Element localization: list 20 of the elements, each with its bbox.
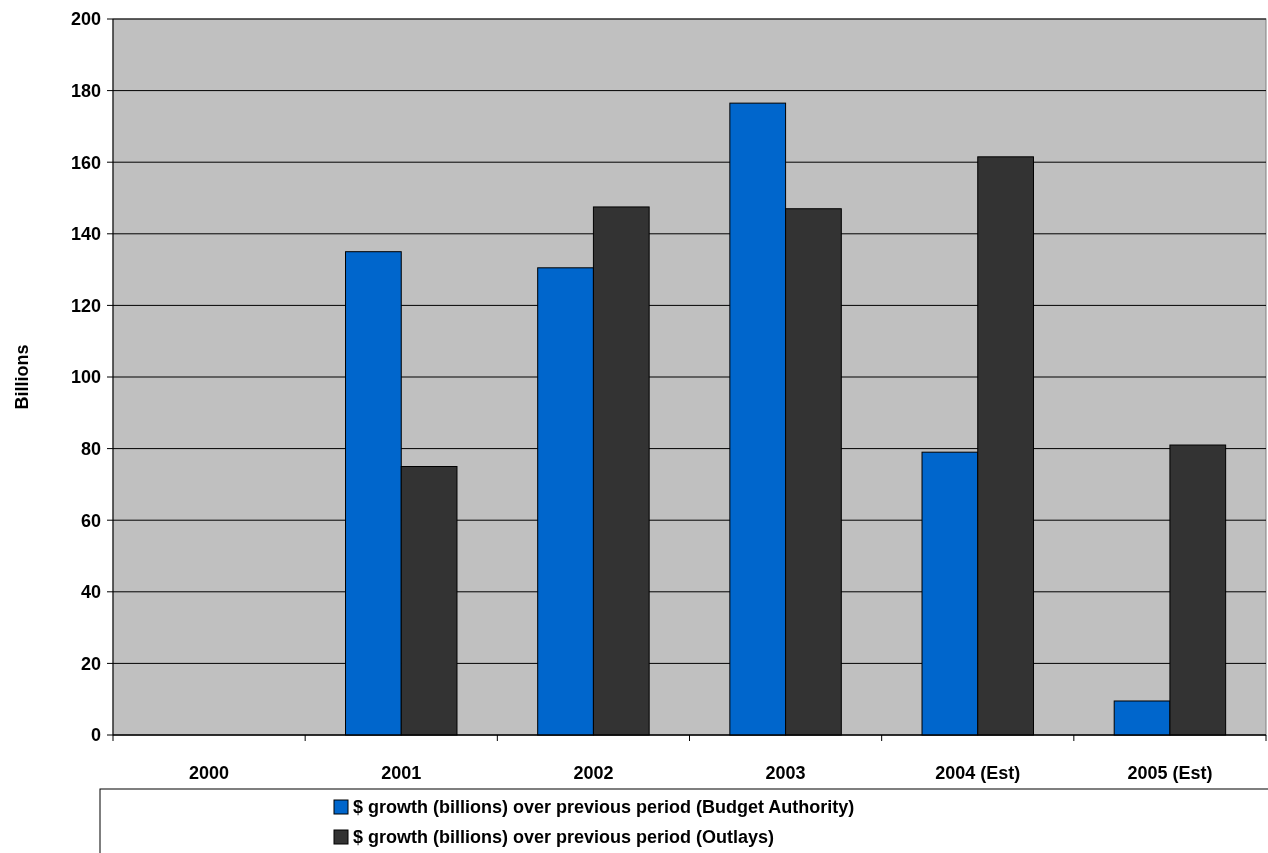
legend-label: $ growth (billions) over previous period (Outlays) xyxy=(353,827,775,848)
y-tick-label: 160 xyxy=(70,152,101,173)
y-tick-label: 80 xyxy=(80,438,101,459)
x-tick-label: 2005 (Est) xyxy=(1127,763,1213,783)
y-tick-label: 0 xyxy=(90,725,101,746)
y-tick-label: 40 xyxy=(80,582,101,603)
y-axis-title: Billions xyxy=(12,344,32,410)
y-tick-label: 180 xyxy=(70,80,101,101)
x-tick-label: 2000 xyxy=(189,763,230,783)
y-tick-label: 120 xyxy=(70,295,101,316)
y-tick-label: 60 xyxy=(80,510,101,531)
y-tick-label: 100 xyxy=(70,367,101,388)
x-tick-label: 2002 xyxy=(573,763,614,783)
x-tick-label: 2001 xyxy=(381,763,422,783)
x-tick-label: 2003 xyxy=(765,763,806,783)
y-tick-label: 140 xyxy=(70,224,101,245)
x-tick-label: 2004 (Est) xyxy=(935,763,1021,783)
y-tick-label: 20 xyxy=(80,653,101,674)
legend-label: $ growth (billions) over previous period (Budget Authority) xyxy=(353,797,855,818)
y-tick-label: 200 xyxy=(70,9,101,30)
